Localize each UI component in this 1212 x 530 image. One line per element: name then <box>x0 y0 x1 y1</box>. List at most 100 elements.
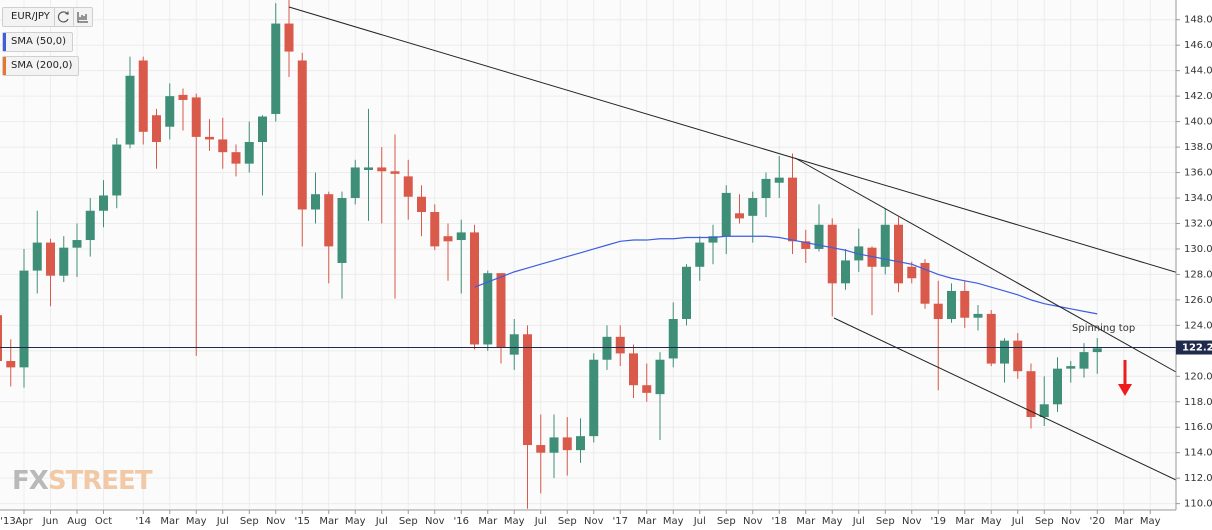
sma-line <box>474 235 1098 315</box>
indicator-box[interactable]: SMA (50,0) <box>2 32 74 52</box>
candle-body <box>867 247 877 267</box>
y-tick-label: 148.00 <box>1184 15 1212 26</box>
x-tick-label: Nov <box>266 516 286 527</box>
watermark: FXSTREET <box>12 466 153 496</box>
candle-body <box>907 266 917 279</box>
candle-body <box>1092 348 1102 353</box>
candle-body <box>642 385 652 393</box>
x-tick-label: Nov <box>425 516 445 527</box>
candle-body <box>986 313 996 364</box>
y-tick-label: 124.00 <box>1184 320 1212 331</box>
x-tick-label: Mar <box>319 516 339 527</box>
x-tick-label: '13 <box>0 516 15 527</box>
x-tick-label: May <box>663 516 684 527</box>
indicator-box[interactable]: SMA (200,0) <box>2 56 80 76</box>
candle-body <box>258 116 267 142</box>
x-tick-label: Mar <box>637 516 657 527</box>
y-axis-background <box>1176 0 1212 530</box>
x-tick-label: May <box>186 516 207 527</box>
y-tick-label: 144.00 <box>1184 66 1212 77</box>
candle-body <box>721 192 731 237</box>
x-tick-label: Nov <box>1061 516 1081 527</box>
watermark-street: STREET <box>48 466 153 496</box>
candle-body <box>112 144 122 196</box>
candle-body <box>880 224 890 267</box>
candle-body <box>682 266 691 319</box>
candle-body <box>549 437 559 453</box>
candle-body <box>417 196 426 213</box>
x-tick-label: Sep <box>558 516 577 527</box>
candle-body <box>841 260 850 284</box>
candle-body <box>1079 352 1089 369</box>
y-tick-label: 136.00 <box>1184 168 1212 179</box>
candle-body <box>456 232 466 241</box>
candle-body <box>960 290 970 318</box>
chart-glyph <box>77 12 88 23</box>
y-tick-label: 116.00 <box>1184 422 1212 433</box>
x-tick-label: '20 <box>1090 516 1105 527</box>
candle-body <box>1066 366 1076 369</box>
chart-icon[interactable] <box>72 8 92 26</box>
candle-body <box>470 232 479 345</box>
y-tick-label: 128.00 <box>1184 269 1212 280</box>
candle-body <box>1026 371 1036 418</box>
x-tick-label: Mar <box>955 516 975 527</box>
refresh-icon[interactable] <box>53 8 73 26</box>
candle-body <box>337 198 347 263</box>
trend-line <box>794 157 1177 373</box>
x-tick-label: Apr <box>15 516 33 527</box>
candle-body <box>933 303 943 319</box>
x-tick-label: Mar <box>1114 516 1134 527</box>
x-axis-background <box>0 510 1212 530</box>
candle-body <box>947 290 956 319</box>
candle-body <box>708 236 718 243</box>
x-tick-label: '15 <box>295 516 310 527</box>
candle-body <box>523 334 532 446</box>
x-tick-label: Sep <box>1035 516 1054 527</box>
y-tick-label: 140.00 <box>1184 117 1212 128</box>
candle-body <box>920 262 930 304</box>
candle-body <box>894 224 903 284</box>
down-arrow <box>1118 360 1132 396</box>
x-tick-label: May <box>345 516 366 527</box>
candle-body <box>774 177 784 183</box>
x-tick-label: '14 <box>136 516 151 527</box>
candle-body <box>205 136 214 140</box>
candle-body <box>0 315 2 362</box>
x-tick-label: Jul <box>1011 516 1024 527</box>
candle-body <box>377 167 387 172</box>
y-tick-label: 146.00 <box>1184 40 1212 51</box>
candle-body <box>178 94 188 100</box>
symbol-box[interactable]: EUR/JPY <box>2 7 93 27</box>
trend-line <box>288 6 1212 284</box>
x-tick-label: Oct <box>95 516 112 527</box>
candle-body <box>496 273 506 348</box>
candle-body <box>324 194 334 247</box>
candle-body <box>562 437 572 451</box>
x-tick-label: Nov <box>743 516 763 527</box>
x-tick-label: Jun <box>42 516 59 527</box>
candle-body <box>695 242 705 267</box>
x-tick-label: '17 <box>613 516 628 527</box>
candle-body <box>6 361 16 368</box>
candle-body <box>1053 368 1062 405</box>
candle-body <box>85 210 95 241</box>
candle-body <box>231 152 241 164</box>
candle-body <box>364 167 373 170</box>
indicator-color <box>3 57 6 75</box>
candle-body <box>19 270 29 368</box>
y-tick-label: 126.00 <box>1184 295 1212 306</box>
last-price-label: 122.26 <box>1182 343 1212 354</box>
watermark-fx: FX <box>12 466 49 496</box>
x-tick-label: May <box>1140 516 1161 527</box>
candle-body <box>483 273 493 345</box>
candle-body <box>403 176 413 197</box>
candle-body <box>152 115 161 142</box>
y-tick-label: 138.00 <box>1184 142 1212 153</box>
candle-body <box>284 23 294 52</box>
symbol: EUR/JPY <box>11 11 50 22</box>
trend-line <box>833 317 1212 498</box>
